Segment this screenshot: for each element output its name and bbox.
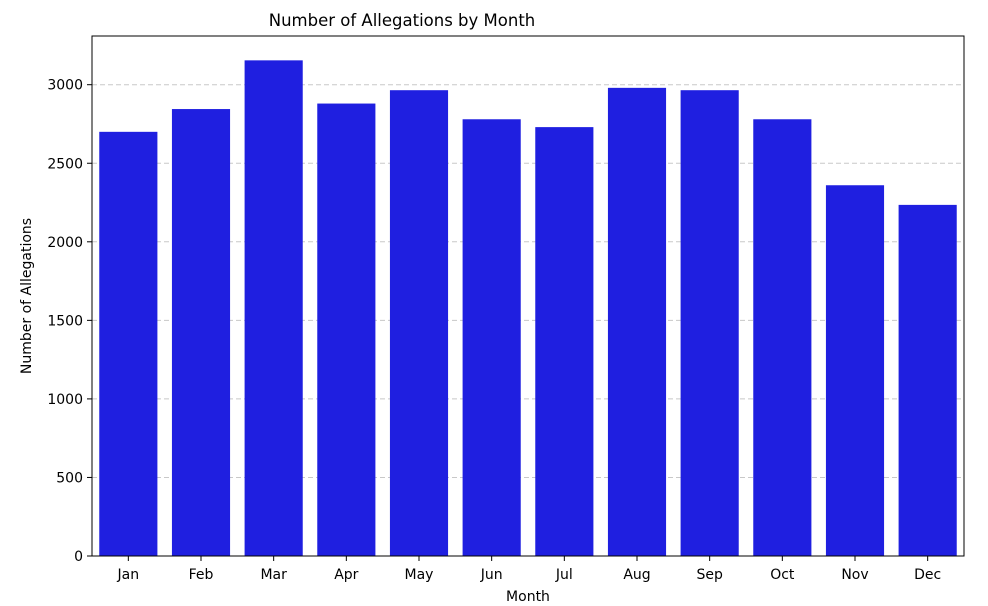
y-axis-label: Number of Allegations xyxy=(19,218,35,374)
bar-jan xyxy=(99,131,158,556)
x-tick-label: Jun xyxy=(480,567,503,583)
bar-oct xyxy=(753,119,812,556)
bar-sep xyxy=(680,90,739,556)
x-tick-label: Jan xyxy=(117,567,140,583)
x-tick-label: Feb xyxy=(189,567,214,583)
plot-frame xyxy=(91,35,965,557)
y-axis-ticks: 0 500 1000 1500 2000 2500 3000 xyxy=(47,78,92,565)
y-tick-label: 500 xyxy=(56,470,83,486)
x-tick-label: Sep xyxy=(696,567,723,583)
y-tick-label: 0 xyxy=(74,549,83,565)
x-axis-label: Month xyxy=(506,589,550,605)
bar-dec xyxy=(898,204,957,556)
bar-nov xyxy=(825,185,885,556)
x-tick-label: Dec xyxy=(914,567,941,583)
bar-mar xyxy=(244,60,303,556)
bar-jun xyxy=(462,119,521,556)
y-tick-label: 1500 xyxy=(47,313,83,329)
y-tick-label: 2500 xyxy=(47,156,83,172)
chart-title: Number of Allegations by Month xyxy=(269,11,536,30)
x-tick-label: Oct xyxy=(770,567,795,583)
y-tick-label: 1000 xyxy=(47,392,83,408)
bar-jul xyxy=(535,127,594,556)
bar-apr xyxy=(317,103,376,557)
bar-aug xyxy=(607,87,667,557)
bars xyxy=(99,60,957,557)
x-tick-label: Apr xyxy=(334,567,358,583)
bar-may xyxy=(389,90,449,556)
bar-feb xyxy=(171,109,231,556)
x-axis-ticks: Jan Feb Mar Apr May Jun Jul Aug Sep Oct Nov Dec xyxy=(117,556,941,583)
grid-lines xyxy=(92,84,964,478)
x-tick-label: May xyxy=(405,567,434,583)
x-tick-label: Nov xyxy=(841,567,868,583)
x-tick-label: Jul xyxy=(555,567,573,583)
y-tick-label: 3000 xyxy=(47,78,83,94)
y-tick-label: 2000 xyxy=(47,235,83,251)
x-tick-label: Mar xyxy=(260,567,287,583)
x-tick-label: Aug xyxy=(623,567,650,583)
